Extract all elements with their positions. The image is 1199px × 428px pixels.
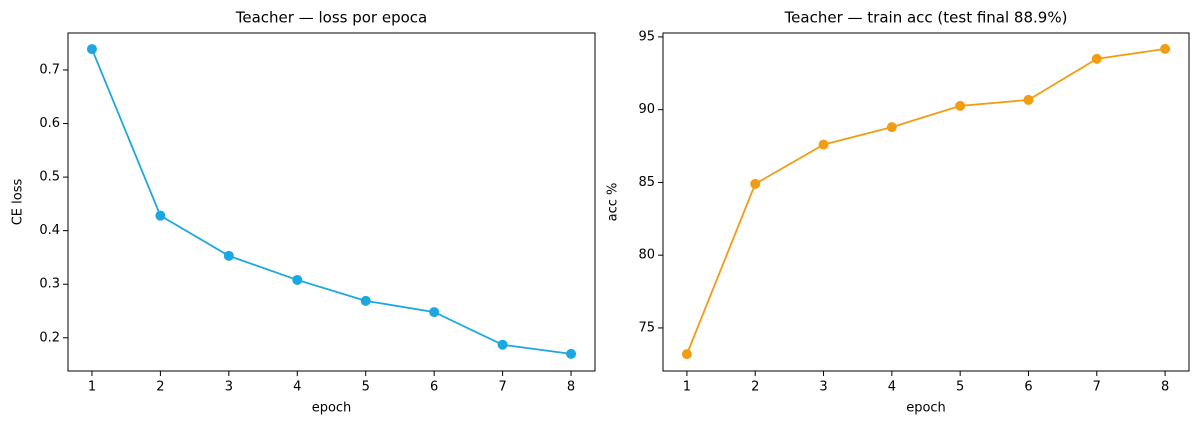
y-tick-label: 0.5 (39, 170, 60, 185)
x-axis-label: epoch (312, 401, 352, 416)
y-tick-label: 75 (638, 320, 655, 335)
data-point (155, 210, 166, 221)
data-line (91, 48, 572, 355)
data-point (497, 339, 508, 350)
data-point (223, 250, 234, 261)
y-tick-label: 80 (638, 248, 655, 263)
chart-panel: Teacher — train acc (test final 88.9%) ep… (606, 9, 1190, 416)
x-tick-label: 5 (956, 380, 964, 395)
plot-frame (662, 32, 1190, 372)
data-point (292, 274, 303, 285)
x-tick-label: 2 (156, 380, 164, 395)
y-tick-label: 90 (638, 102, 655, 117)
data-line (686, 47, 1166, 355)
plot-frame (67, 32, 596, 372)
x-tick-label: 8 (567, 380, 575, 395)
chart-title: Teacher — train acc (test final 88.9%) (784, 9, 1068, 27)
x-tick-label: 8 (1161, 380, 1169, 395)
y-tick-label: 0.2 (39, 330, 60, 345)
y-axis-label: acc % (606, 183, 621, 222)
x-tick-label: 4 (293, 380, 301, 395)
y-tick-label: 0.6 (39, 116, 60, 131)
x-tick-label: 6 (1024, 380, 1032, 395)
data-point (1160, 43, 1171, 54)
data-point (955, 100, 966, 111)
chart-panel: Teacher — loss por epoca epoch CE loss 1 2 3 4… (11, 9, 596, 416)
data-point (750, 178, 761, 189)
x-tick-label: 5 (362, 380, 370, 395)
x-axis-label: epoch (906, 401, 946, 416)
chart-title: Teacher — loss por epoca (235, 9, 427, 27)
y-tick-label: 0.7 (39, 62, 60, 77)
x-tick-label: 7 (1093, 380, 1101, 395)
y-tick-label: 0.4 (39, 223, 60, 238)
x-tick-label: 3 (225, 380, 233, 395)
data-point (1023, 94, 1034, 105)
x-tick-label: 2 (751, 380, 759, 395)
y-tick-label: 85 (638, 175, 655, 190)
y-axis-label: CE loss (11, 179, 26, 226)
x-tick-label: 6 (430, 380, 438, 395)
data-point (681, 349, 692, 360)
data-point (886, 122, 897, 133)
data-point (429, 307, 440, 318)
data-point (566, 348, 577, 359)
y-tick-label: 0.3 (39, 277, 60, 292)
x-tick-label: 4 (888, 380, 896, 395)
data-point (86, 44, 97, 55)
y-tick-label: 95 (638, 29, 655, 44)
x-tick-label: 1 (88, 380, 96, 395)
x-tick-label: 7 (498, 380, 506, 395)
data-point (360, 295, 371, 306)
x-tick-label: 1 (683, 380, 691, 395)
data-point (818, 139, 829, 150)
x-tick-label: 3 (819, 380, 827, 395)
data-point (1091, 53, 1102, 64)
